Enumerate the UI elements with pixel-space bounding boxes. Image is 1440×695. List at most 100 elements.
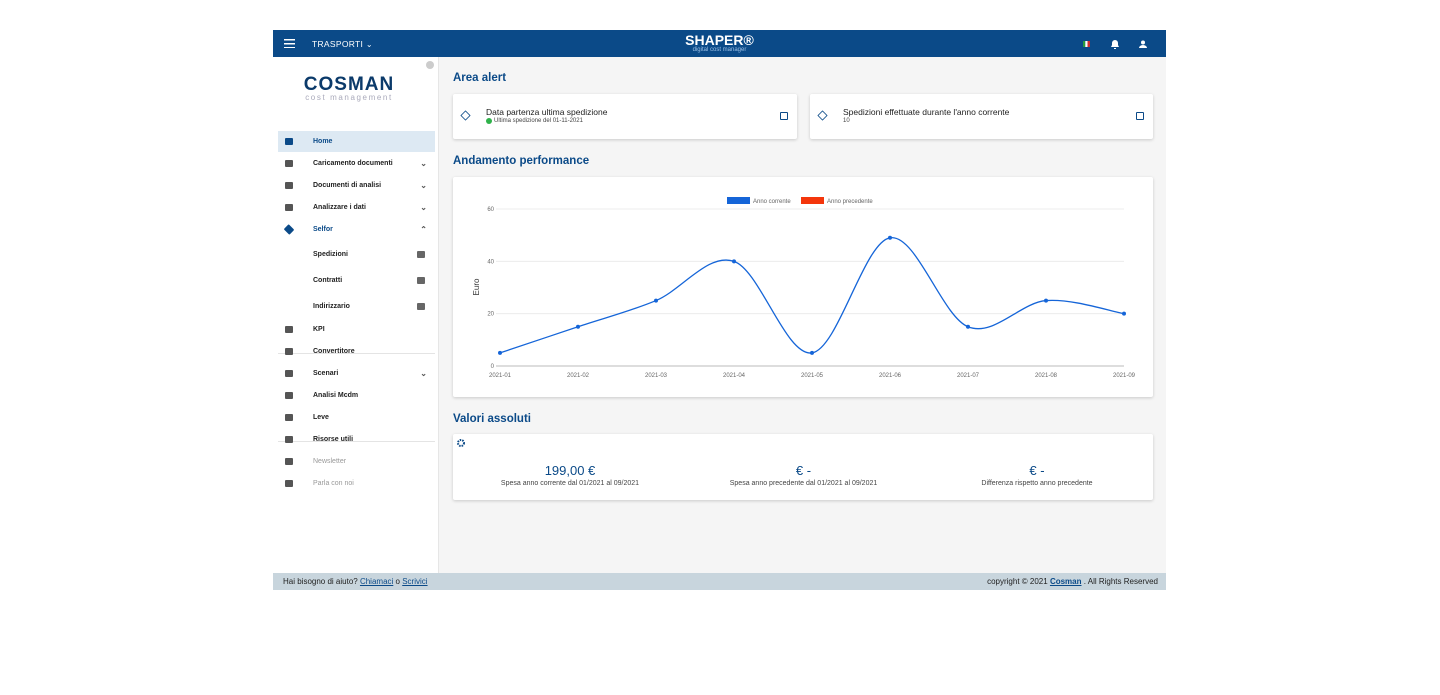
nav-icon — [285, 348, 293, 355]
value-label: Spesa anno precedente dal 01/2021 al 09/… — [729, 480, 878, 487]
nav-item[interactable]: Home — [278, 131, 435, 152]
nav-icon — [285, 160, 293, 167]
chart-card: 0 20 40 60 2021-01 2021-02 2021-03 2021-04 2021-… — [453, 177, 1153, 397]
nav-icon — [417, 277, 425, 284]
nav-icon — [417, 251, 425, 258]
nav-item[interactable]: Analisi Mcdm — [278, 385, 435, 406]
nav-icon — [285, 138, 293, 145]
data-point — [654, 298, 658, 303]
series-line — [499, 237, 1125, 354]
nav-label: Spedizioni — [313, 251, 348, 258]
chevron: ⌄ — [420, 203, 427, 212]
y-tick-label: 20 — [487, 312, 494, 318]
nav-icon — [285, 436, 293, 443]
chevron: ⌃ — [420, 225, 427, 234]
y-tick-label: 60 — [487, 207, 494, 213]
data-point — [888, 235, 892, 240]
nav-icon — [285, 392, 293, 399]
nav-icon — [417, 303, 425, 310]
nav-item[interactable]: Indirizzario — [278, 296, 435, 317]
y-tick-label: 0 — [491, 364, 495, 370]
nav-item[interactable]: Scenari ⌄ — [278, 363, 435, 384]
nav-label: Leve — [313, 414, 329, 421]
chart: 0 20 40 60 2021-01 2021-02 2021-03 2021-04 2021-… — [472, 197, 1136, 379]
alert-card: Data partenza ultima spedizione Ultima sp… — [453, 94, 797, 139]
nav-label: Risorse utili — [313, 436, 354, 443]
nav-item[interactable]: Leve — [278, 407, 435, 428]
y-tick-label: 40 — [487, 259, 494, 265]
nav-item[interactable]: Newsletter — [278, 451, 435, 472]
nav-item[interactable]: Contratti — [278, 270, 435, 291]
alert-icon — [817, 110, 828, 121]
logo: COSMAN — [303, 74, 395, 95]
nav-item[interactable]: Documenti di analisi ⌄ — [278, 175, 435, 196]
edit-icon[interactable] — [780, 112, 788, 120]
nav-item[interactable]: Convertitore — [278, 341, 435, 362]
separator — [278, 441, 435, 442]
nav-label: Selfor — [313, 226, 333, 233]
nav-label: Analisi Mcdm — [313, 392, 359, 399]
nav-label: Analizzare i dati — [313, 204, 366, 211]
y-axis-label: Euro — [472, 278, 481, 295]
company-link[interactable]: Cosman — [1049, 577, 1082, 586]
x-tick-label: 2021-06 — [879, 373, 902, 379]
nav-item[interactable]: Parla con noi — [278, 473, 435, 494]
nav-icon — [285, 370, 293, 377]
value-label: Differenza rispetto anno precedente — [981, 480, 1093, 487]
nav-icon — [285, 326, 293, 333]
legend-swatch — [801, 197, 824, 204]
footer: Hai bisogno di aiuto? Chiamaci o Scrivic… — [273, 573, 1166, 590]
separator — [278, 353, 435, 354]
module-label: TRASPORTI — [312, 39, 364, 49]
legend-label: Anno precedente — [827, 199, 873, 205]
rights-text: . All Rights Reserved — [1083, 577, 1158, 586]
nav-item[interactable]: Selfor ⌃ — [278, 219, 435, 240]
brand: SHAPER® — [685, 32, 754, 48]
alert-card: Spedizioni effettuate durante l'anno cor… — [810, 94, 1153, 139]
call-link[interactable]: Chiamaci — [359, 577, 394, 586]
nav-label: Home — [313, 138, 333, 145]
chevron: ⌄ — [420, 159, 427, 168]
x-tick-label: 2021-04 — [723, 373, 746, 379]
x-tick-label: 2021-07 — [957, 373, 980, 379]
section-title: Valori assoluti — [453, 413, 531, 425]
value: € - — [1029, 463, 1045, 478]
copyright-text: copyright © 2021 — [987, 577, 1048, 586]
alert-subtitle: 10 — [843, 118, 850, 124]
nav-item[interactable]: Spedizioni — [278, 244, 435, 265]
data-point — [576, 324, 580, 329]
value-label: Spesa anno corrente dal 01/2021 al 09/20… — [500, 480, 640, 487]
module-menu[interactable]: TRASPORTI ⌄ — [312, 39, 373, 49]
nav-icon — [283, 224, 295, 235]
top-icons[interactable] — [1083, 40, 1163, 50]
section-title: Area alert — [453, 72, 507, 84]
status-dot — [486, 118, 492, 124]
nav-label: Indirizzario — [313, 303, 350, 310]
nav-item[interactable]: Caricamento documenti ⌄ — [278, 153, 435, 174]
top-bar: TRASPORTI ⌄ SHAPER® digital cost manager — [273, 30, 1166, 57]
x-tick-label: 2021-01 — [489, 373, 512, 379]
menu-icon[interactable] — [284, 39, 295, 48]
value: € - — [795, 463, 812, 478]
legend-swatch — [727, 197, 750, 204]
alert-title: Data partenza ultima spedizione — [486, 107, 608, 117]
nav-item[interactable]: Analizzare i dati ⌄ — [278, 197, 435, 218]
nav-icon — [285, 204, 293, 211]
info-icon[interactable] — [426, 61, 434, 69]
chevron: ⌄ — [420, 369, 427, 378]
logo-sub: cost management — [305, 93, 393, 102]
data-point — [498, 350, 502, 355]
nav-item[interactable]: Risorse utili — [278, 429, 435, 450]
legend-label: Anno corrente — [753, 199, 791, 205]
nav-icon — [285, 182, 293, 189]
nav-item[interactable]: KPI — [278, 319, 435, 340]
edit-icon[interactable] — [1136, 112, 1144, 120]
x-tick-label: 2021-08 — [1035, 373, 1058, 379]
values-card — [453, 434, 1153, 500]
data-point — [1122, 311, 1126, 316]
settings-icon[interactable] — [457, 439, 465, 447]
nav-icon — [285, 480, 293, 487]
write-link[interactable]: Scrivici — [402, 577, 428, 586]
data-point — [1044, 298, 1048, 303]
nav-label: Scenari — [313, 370, 339, 377]
